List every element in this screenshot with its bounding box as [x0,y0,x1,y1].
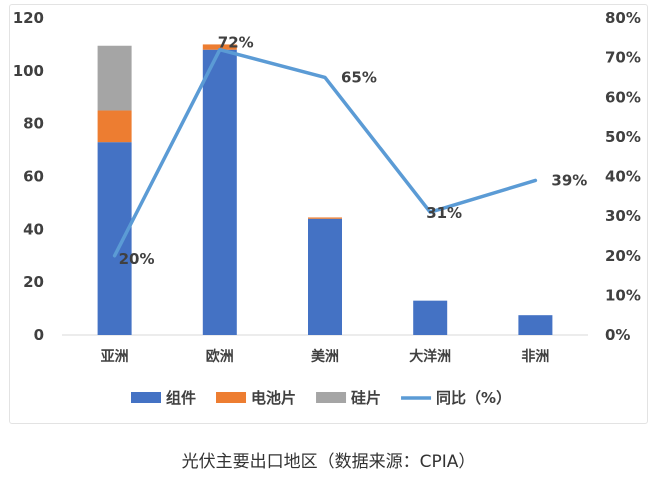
legend-swatch-电池片 [216,392,247,403]
data-label: 31% [426,204,462,222]
yoy-line [112,47,538,258]
y2-tick-label: 60% [605,88,641,106]
y2-tick-label: 0% [605,326,630,344]
legend-label: 硅片 [351,389,381,407]
bar-电池片 [97,110,132,143]
x-tick-label: 亚洲 [101,349,129,365]
legend-label: 组件 [166,389,196,407]
y2-tick-label: 10% [605,286,641,304]
y-tick-label: 0 [34,326,44,344]
x-tick-label: 欧洲 [206,348,234,365]
bar-电池片 [308,217,342,219]
legend-label: 电池片 [251,389,296,407]
legend-swatch-硅片 [316,392,347,403]
x-tick-label: 非洲 [521,348,549,365]
bar-组件 [518,315,553,335]
y2-tick-label: 80% [605,9,641,27]
bar-组件 [97,142,132,335]
data-label: 72% [218,34,254,52]
figure-caption: 光伏主要出口地区（数据来源：CPIA） [181,452,476,472]
y-tick-label: 60 [23,168,44,186]
x-tick-label: 美洲 [311,348,339,365]
export-region-chart: 0 20 40 60 80 100 120 0% 10% 20% 30% 40% 50% 60% 70% 80… [13,9,641,407]
legend-swatch-组件 [131,392,161,403]
data-label: 20% [119,250,155,268]
bar-组件 [308,218,342,335]
y-tick-label: 120 [13,9,44,27]
y-tick-label: 20 [23,273,44,291]
y2-tick-label: 70% [605,49,641,67]
data-label: 39% [551,171,587,189]
bar-电池片 [202,44,237,50]
y-tick-label: 100 [13,62,44,80]
y2-tick-label: 30% [605,207,641,225]
bar-组件 [413,300,448,335]
y-tick-label: 40 [23,220,44,238]
bar-组件 [202,49,237,335]
y2-tick-label: 40% [605,168,641,186]
chart-frame [9,4,648,424]
y2-tick-label: 50% [605,128,641,146]
y-tick-label: 80 [23,115,44,133]
legend-label: 同比（%） [436,389,511,407]
data-label: 65% [341,68,377,86]
x-tick-label: 大洋洲 [409,348,451,365]
y2-tick-label: 20% [605,247,641,265]
bar-硅片 [97,45,132,111]
